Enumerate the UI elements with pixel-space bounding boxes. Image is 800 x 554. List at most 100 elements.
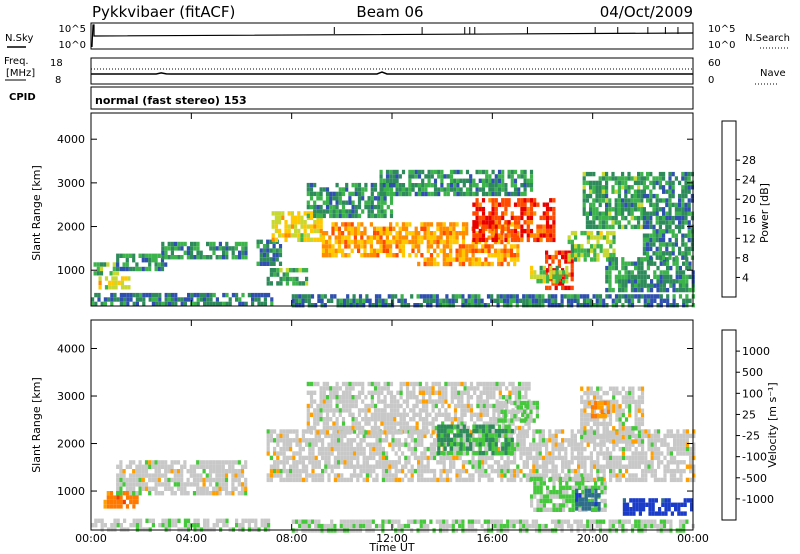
data-cell <box>138 266 142 272</box>
data-cell <box>403 303 407 308</box>
data-cell <box>506 460 510 465</box>
data-cell <box>377 196 381 201</box>
data-cell <box>391 464 395 469</box>
data-cell <box>562 485 566 490</box>
data-cell <box>96 271 100 276</box>
data-cell <box>234 469 238 474</box>
data-cell <box>378 303 382 308</box>
data-cell <box>119 473 123 478</box>
data-cell <box>385 253 389 258</box>
data-cell <box>317 446 321 452</box>
data-cell <box>417 468 421 474</box>
data-cell <box>365 460 369 465</box>
data-cell <box>316 403 320 409</box>
data-cell <box>345 200 349 205</box>
data-cell <box>551 460 555 465</box>
data-cell <box>129 292 133 298</box>
data-cell <box>446 437 450 443</box>
data-cell <box>497 191 502 197</box>
data-cell <box>176 477 181 483</box>
data-cell <box>539 270 543 275</box>
data-cell <box>122 253 126 258</box>
data-cell <box>373 235 377 240</box>
data-cell <box>305 281 309 286</box>
data-cell <box>341 421 346 426</box>
data-cell <box>353 446 357 452</box>
data-cell <box>529 202 534 207</box>
data-cell <box>398 226 402 231</box>
echo-region <box>575 488 601 511</box>
data-cell <box>649 180 653 186</box>
data-cell <box>295 281 299 286</box>
data-cell <box>491 198 495 203</box>
data-cell <box>362 451 366 456</box>
data-cell <box>360 253 364 258</box>
data-cell <box>668 198 672 203</box>
data-cell <box>387 294 391 299</box>
data-cell <box>269 433 273 439</box>
data-cell <box>379 226 383 231</box>
data-cell <box>383 187 387 192</box>
data-cell <box>500 464 504 469</box>
data-cell <box>349 473 353 478</box>
data-cell <box>551 468 555 474</box>
data-cell <box>160 262 165 267</box>
data-cell <box>478 228 482 234</box>
data-cell <box>375 438 379 443</box>
data-cell <box>285 433 289 439</box>
freq-right-tick-bottom: 0 <box>708 75 714 86</box>
data-cell <box>475 428 479 434</box>
data-cell <box>564 460 568 465</box>
data-cell <box>692 429 696 434</box>
data-cell <box>678 202 682 208</box>
data-cell <box>333 294 337 299</box>
data-cell <box>410 446 414 452</box>
data-cell <box>516 253 520 258</box>
data-cell <box>689 464 693 469</box>
data-cell <box>335 403 339 409</box>
data-cell <box>344 226 348 231</box>
data-cell <box>485 386 490 391</box>
data-cell <box>465 169 470 175</box>
data-cell <box>599 248 603 253</box>
data-cell <box>637 193 641 199</box>
data-cell <box>662 233 666 238</box>
data-cell <box>205 491 209 496</box>
data-cell <box>295 477 299 483</box>
data-cell <box>160 266 165 272</box>
data-cell <box>379 248 383 253</box>
data-cell <box>530 494 534 499</box>
data-cell <box>401 226 405 231</box>
data-cell <box>190 297 194 302</box>
data-cell <box>662 211 666 216</box>
data-cell <box>481 428 486 434</box>
data-cell <box>183 301 187 307</box>
data-cell <box>557 281 561 286</box>
data-cell <box>260 518 264 523</box>
data-cell <box>494 211 498 216</box>
data-cell <box>167 246 171 251</box>
data-cell <box>539 476 543 482</box>
data-cell <box>170 477 174 483</box>
data-cell <box>354 381 358 387</box>
data-cell <box>275 248 279 253</box>
data-cell <box>485 395 490 400</box>
data-cell <box>458 261 462 267</box>
data-cell <box>362 464 366 469</box>
data-cell <box>532 429 536 434</box>
data-cell <box>322 386 326 391</box>
data-cell <box>465 253 469 258</box>
data-cell <box>314 442 318 447</box>
data-cell <box>443 437 447 443</box>
data-cell <box>425 430 429 435</box>
data-cell <box>282 442 286 447</box>
data-cell <box>292 438 296 443</box>
data-cell <box>396 390 400 395</box>
data-cell <box>498 395 502 400</box>
data-cell <box>436 253 440 258</box>
data-cell <box>357 248 361 253</box>
data-cell <box>637 433 641 439</box>
data-cell <box>215 477 219 483</box>
data-cell <box>180 464 184 469</box>
